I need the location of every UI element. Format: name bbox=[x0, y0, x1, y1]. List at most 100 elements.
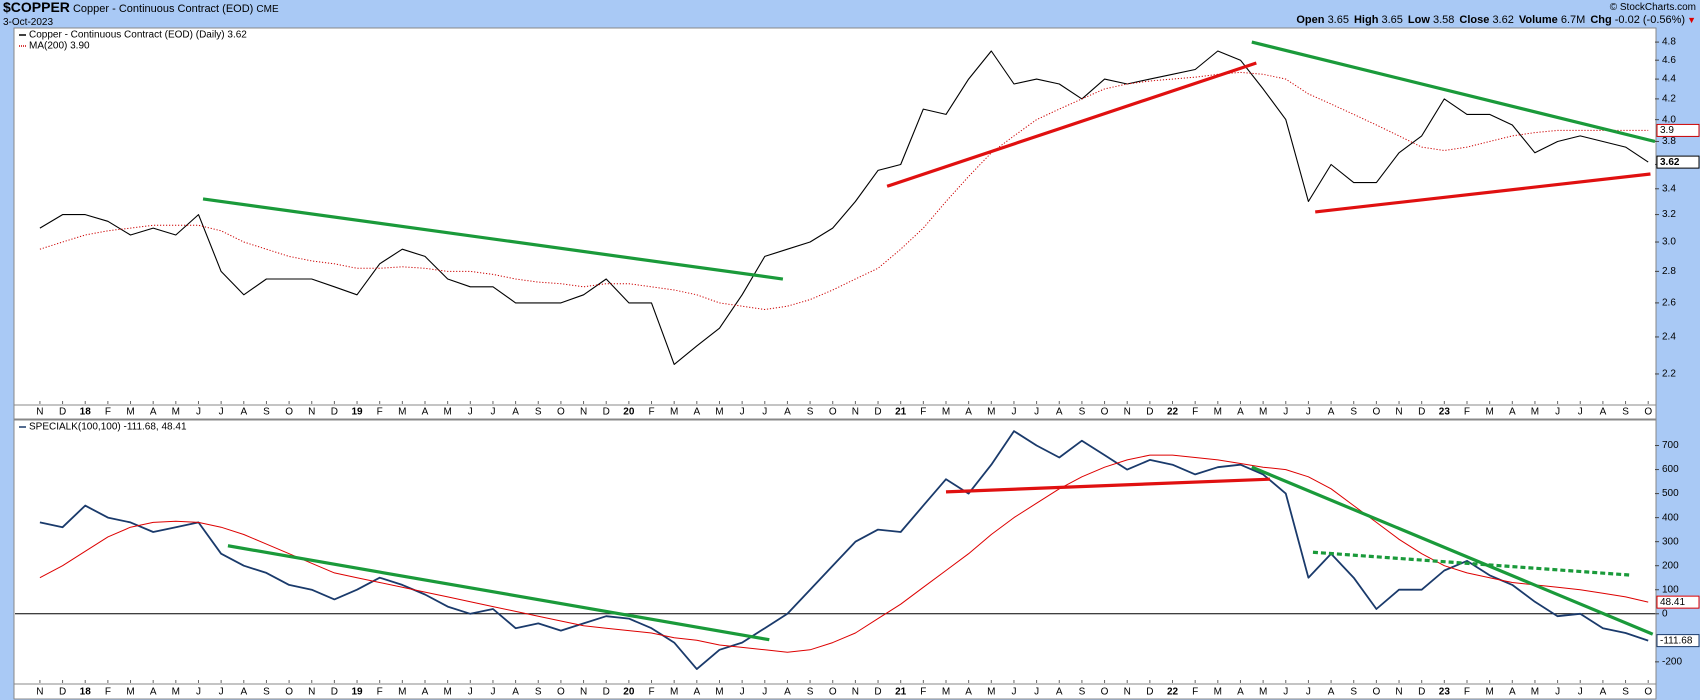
x-tick-label: J bbox=[1306, 407, 1311, 418]
y-tick-label: 3.8 bbox=[1662, 136, 1676, 147]
x-tick-label: D bbox=[59, 407, 66, 418]
x-tick-label: A bbox=[422, 407, 429, 418]
x-tick-label: D bbox=[874, 407, 881, 418]
x-tick-label: A bbox=[1056, 687, 1063, 698]
x-tick-label: D bbox=[603, 407, 610, 418]
y-tick-label: 4.6 bbox=[1662, 55, 1676, 66]
x-tick-label: D bbox=[1418, 687, 1425, 698]
y-tick-label: 3.0 bbox=[1662, 237, 1676, 248]
y-tick-label: 3.2 bbox=[1662, 209, 1676, 220]
x-tick-label: N bbox=[580, 687, 587, 698]
x-tick-label: O bbox=[1101, 687, 1109, 698]
x-tick-label: F bbox=[105, 407, 111, 418]
quote: Open 3.65 High 3.65 Low 3.58 Close 3.62 Volu… bbox=[1291, 14, 1696, 27]
x-tick-label: O bbox=[557, 687, 565, 698]
x-tick-label: A bbox=[1600, 687, 1607, 698]
x-tick-label: M bbox=[715, 407, 723, 418]
x-tick-label: M bbox=[987, 407, 995, 418]
x-tick-label: F bbox=[377, 687, 383, 698]
x-tick-label: M bbox=[1214, 687, 1222, 698]
x-tick-label: F bbox=[1464, 407, 1470, 418]
legend-label: SPECIALK(100,100) -111.68, 48.41 bbox=[29, 422, 187, 433]
quote-label: Low bbox=[1407, 14, 1430, 26]
x-tick-label: A bbox=[240, 687, 247, 698]
tag-label: -111.68 bbox=[1660, 635, 1693, 646]
quote-value: 3.62 bbox=[1492, 14, 1514, 26]
instrument-name: Copper - Continuous Contract (EOD) bbox=[72, 3, 254, 15]
x-tick-label: O bbox=[1101, 407, 1109, 418]
x-tick-label: 22 bbox=[1167, 407, 1179, 418]
x-tick-label: A bbox=[1600, 407, 1607, 418]
tag-label: 3.62 bbox=[1660, 157, 1680, 168]
x-tick-label: S bbox=[1622, 407, 1629, 418]
x-tick-label: N bbox=[852, 407, 859, 418]
series-line bbox=[39, 454, 1649, 653]
last-value-tag: 48.41 bbox=[1656, 595, 1700, 609]
x-tick-label: 23 bbox=[1439, 687, 1451, 698]
quote-label: Open bbox=[1296, 14, 1325, 26]
trendline bbox=[1251, 40, 1656, 144]
x-tick-label: 19 bbox=[351, 407, 363, 418]
y-tick-label: 200 bbox=[1662, 560, 1679, 571]
x-tick-label: M bbox=[443, 687, 451, 698]
x-tick-label: J bbox=[1011, 687, 1016, 698]
quote-label: Chg bbox=[1590, 14, 1612, 26]
date-axis-strip bbox=[13, 683, 1657, 700]
exchange: CME bbox=[256, 4, 279, 15]
x-tick-label: F bbox=[105, 687, 111, 698]
x-tick-label: A bbox=[150, 687, 157, 698]
x-tick-label: M bbox=[126, 687, 134, 698]
x-tick-label: S bbox=[263, 687, 270, 698]
x-tick-label: O bbox=[285, 407, 293, 418]
x-tick-label: A bbox=[784, 687, 791, 698]
tag-label: 3.9 bbox=[1660, 125, 1674, 136]
x-tick-label: 18 bbox=[80, 687, 92, 698]
series-line bbox=[39, 50, 1649, 365]
y-tick-label: 4.4 bbox=[1662, 74, 1676, 85]
x-tick-label: F bbox=[1192, 407, 1198, 418]
x-tick-label: D bbox=[874, 687, 881, 698]
legend-label: MA(200) 3.90 bbox=[29, 41, 90, 52]
y-tick-label: 500 bbox=[1662, 488, 1679, 499]
y-tick-label: 2.4 bbox=[1662, 332, 1676, 343]
x-tick-label: O bbox=[1644, 687, 1652, 698]
x-tick-label: N bbox=[1124, 407, 1131, 418]
quote-label: Close bbox=[1459, 14, 1490, 26]
tag-box bbox=[1656, 634, 1700, 648]
x-tick-label: A bbox=[150, 407, 157, 418]
x-tick-label: N bbox=[1395, 407, 1402, 418]
trendline bbox=[202, 197, 784, 281]
x-tick-label: O bbox=[557, 407, 565, 418]
x-tick-label: A bbox=[1237, 407, 1244, 418]
x-tick-label: A bbox=[784, 407, 791, 418]
quote-label: High bbox=[1353, 14, 1379, 26]
x-tick-label: M bbox=[1485, 687, 1493, 698]
last-value-tag: 3.9 bbox=[1656, 123, 1700, 137]
y-tick-label: 3.4 bbox=[1662, 183, 1676, 194]
x-tick-label: 18 bbox=[80, 407, 92, 418]
x-tick-label: M bbox=[715, 687, 723, 698]
x-tick-label: M bbox=[942, 407, 950, 418]
x-tick-label: A bbox=[422, 687, 429, 698]
last-value-tag: -111.68 bbox=[1656, 634, 1700, 648]
x-tick-label: F bbox=[648, 407, 654, 418]
quote-value: 3.58 bbox=[1432, 14, 1455, 26]
x-tick-label: M bbox=[1531, 407, 1539, 418]
x-tick-label: 20 bbox=[623, 687, 635, 698]
y-tick-label: 4.2 bbox=[1662, 94, 1676, 105]
quote-value: 3.65 bbox=[1381, 14, 1403, 26]
x-tick-label: A bbox=[1237, 687, 1244, 698]
trendline bbox=[886, 61, 1257, 188]
x-tick-label: 21 bbox=[895, 407, 907, 418]
x-tick-label: S bbox=[807, 407, 814, 418]
x-tick-label: M bbox=[126, 407, 134, 418]
x-tick-label: N bbox=[1395, 687, 1402, 698]
x-tick-label: J bbox=[1283, 687, 1288, 698]
x-tick-label: D bbox=[59, 687, 66, 698]
x-tick-label: A bbox=[240, 407, 247, 418]
x-tick-label: J bbox=[468, 687, 473, 698]
trendline bbox=[1251, 465, 1654, 636]
x-tick-label: D bbox=[331, 687, 338, 698]
x-tick-label: S bbox=[263, 407, 270, 418]
